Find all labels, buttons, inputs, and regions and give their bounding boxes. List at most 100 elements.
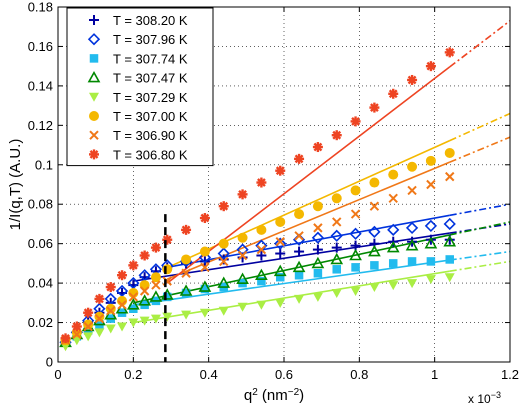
data-point — [83, 332, 94, 342]
data-point — [83, 319, 94, 330]
fit-line-extrapolated — [449, 221, 511, 236]
data-point — [256, 177, 267, 188]
data-point — [181, 288, 191, 298]
data-point — [350, 209, 361, 219]
fit-line-extrapolated — [449, 260, 511, 272]
data-point — [128, 260, 139, 271]
y-tick-label: 0.1 — [35, 157, 53, 172]
x-tick-label: 0.8 — [350, 367, 368, 382]
legend-label: T = 307.29 K — [113, 90, 188, 105]
data-point — [294, 294, 305, 304]
data-point — [179, 284, 193, 296]
data-point — [349, 248, 362, 261]
data-point — [256, 250, 267, 261]
fit-line — [166, 20, 511, 284]
data-point — [149, 290, 163, 302]
fit-line-solid — [167, 214, 450, 269]
data-point — [94, 313, 105, 324]
data-point — [405, 221, 419, 235]
data-point — [94, 293, 105, 304]
data-point — [331, 130, 342, 141]
data-point — [237, 232, 248, 243]
data-point — [330, 229, 343, 242]
data-point — [199, 308, 210, 318]
data-point — [83, 321, 93, 332]
legend-entry: T = 307.29 K — [89, 90, 188, 105]
data-point — [150, 314, 161, 324]
series-6 — [60, 147, 455, 346]
data-point — [94, 311, 105, 322]
data-point — [200, 284, 210, 294]
fit-line-solid — [166, 161, 451, 280]
data-point — [139, 286, 150, 296]
data-point — [199, 213, 210, 224]
data-point — [312, 292, 323, 302]
data-point — [369, 102, 380, 113]
data-point — [162, 234, 173, 245]
legend-marker — [87, 70, 101, 83]
data-point — [407, 257, 417, 266]
data-point — [445, 171, 455, 182]
data-point — [162, 264, 173, 275]
data-point — [350, 287, 361, 296]
data-point — [386, 240, 400, 253]
fit-line — [167, 203, 511, 269]
data-point — [330, 252, 344, 265]
data-point — [294, 246, 305, 257]
data-point — [443, 235, 457, 247]
data-point — [217, 276, 231, 288]
data-point — [150, 242, 161, 253]
data-point — [72, 329, 82, 340]
data-point — [256, 244, 267, 255]
legend-marker — [89, 149, 99, 160]
data-point — [350, 116, 361, 127]
data-point — [275, 165, 286, 176]
x-tick-label: 1 — [431, 367, 438, 382]
data-point — [368, 244, 381, 257]
legend-marker — [89, 130, 99, 140]
data-point — [105, 282, 116, 293]
data-point — [294, 231, 304, 241]
y-tick-label: 0.12 — [28, 118, 53, 133]
fit-line-solid — [166, 66, 451, 284]
data-point — [218, 201, 229, 212]
data-point — [312, 201, 323, 212]
data-point — [181, 224, 192, 235]
x-tick-label: 0.4 — [200, 367, 218, 382]
data-point — [312, 244, 323, 255]
x-axis-exponent: x 10−3 — [468, 390, 501, 406]
data-point — [236, 272, 249, 284]
data-point — [200, 262, 210, 273]
data-points — [59, 47, 457, 352]
data-point — [369, 283, 380, 293]
y-tick-label: 0.14 — [28, 78, 53, 93]
x-axis-label: q2 (nm−2) — [244, 387, 304, 405]
data-point — [424, 219, 438, 233]
data-point — [275, 216, 286, 227]
legend-entry: T = 307.47 K — [87, 70, 188, 86]
data-point — [237, 250, 248, 261]
data-point — [139, 250, 150, 261]
data-point — [332, 217, 342, 227]
fit-line — [166, 136, 511, 280]
y-axis-label: 1/I(q,T) (A.U.) — [7, 139, 24, 231]
data-point — [426, 179, 436, 190]
data-point — [275, 298, 286, 308]
data-point — [331, 288, 342, 298]
legend-entry: T = 308.20 K — [89, 13, 188, 28]
data-point — [313, 223, 323, 233]
data-point — [370, 261, 379, 270]
data-point — [117, 322, 128, 332]
data-point — [387, 223, 400, 236]
data-point — [368, 225, 381, 238]
data-point — [350, 185, 361, 196]
x-tick-label: 0 — [54, 367, 61, 382]
data-point — [198, 251, 212, 264]
data-point — [219, 256, 229, 267]
data-point — [369, 201, 380, 211]
data-point — [388, 281, 399, 291]
legend: T = 308.20 K T = 307.96 K T = 307.74 K T = … — [66, 7, 214, 167]
data-point — [443, 217, 456, 231]
data-point — [292, 260, 306, 273]
